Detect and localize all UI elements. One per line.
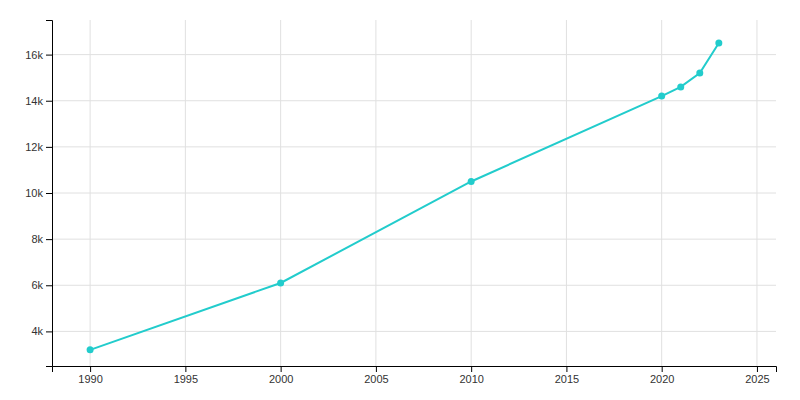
- x-tick-label: 2020: [650, 373, 674, 385]
- y-tick-mark: [46, 101, 52, 102]
- x-tick-mark: [185, 366, 186, 372]
- x-tick: 2000: [269, 366, 293, 385]
- x-tick-mark: [566, 366, 567, 372]
- x-tick: 2005: [364, 366, 388, 385]
- y-tick-mark: [46, 331, 52, 332]
- y-tick-label: 6k: [31, 279, 43, 291]
- data-point: [87, 346, 94, 353]
- grid: [52, 20, 776, 366]
- x-tick-mark: [90, 366, 91, 372]
- data-point: [468, 178, 475, 185]
- chart-svg: 1990 1995 2000 2005 2010 2015 2020 2025 4k 6k 8k 10…: [0, 0, 800, 400]
- grid-line-y: [52, 331, 776, 332]
- x-tick-label: 2025: [745, 373, 769, 385]
- y-tick-mark: [46, 239, 52, 240]
- grid-line-y: [52, 193, 776, 194]
- y-tick: 6k: [31, 279, 52, 291]
- data-line: [90, 43, 719, 350]
- y-tick-mark: [46, 147, 52, 148]
- grid-line-y: [52, 285, 776, 286]
- y-tick-label: 12k: [25, 141, 43, 153]
- y-tick-label: 8k: [31, 233, 43, 245]
- x-tick-label: 2015: [555, 373, 579, 385]
- x-tick-label: 2005: [364, 373, 388, 385]
- chart-container: 1990 1995 2000 2005 2010 2015 2020 2025 4k 6k 8k 10…: [0, 0, 800, 400]
- grid-line-y: [52, 54, 776, 55]
- y-axis: 4k 6k 8k 10k 12k 14k 16k: [25, 21, 52, 367]
- grid-line-y: [52, 146, 776, 147]
- x-tick-mark: [662, 366, 663, 372]
- y-tick: 14k: [25, 95, 52, 107]
- x-tick: 2025: [745, 366, 769, 385]
- x-tick: 2015: [555, 366, 579, 385]
- data-point: [658, 93, 665, 100]
- y-tick-label: 10k: [25, 187, 43, 199]
- y-tick-mark: [46, 55, 52, 56]
- data-point: [677, 83, 684, 90]
- y-tick-label: 14k: [25, 95, 43, 107]
- plot-area: 1990 1995 2000 2005 2010 2015 2020 2025 4k 6k 8k 10…: [25, 20, 776, 385]
- y-tick-label: 4k: [31, 325, 43, 337]
- y-tick: 10k: [25, 187, 52, 199]
- data-point: [696, 70, 703, 77]
- y-tick-label: 16k: [25, 49, 43, 61]
- y-tick: 16k: [25, 49, 52, 61]
- x-tick: 1995: [174, 366, 198, 385]
- x-tick-label: 1990: [78, 373, 102, 385]
- data-point: [277, 279, 284, 286]
- x-tick-mark: [471, 366, 472, 372]
- y-tick-mark: [46, 285, 52, 286]
- x-axis-line: [53, 367, 777, 373]
- x-tick: 2010: [459, 366, 483, 385]
- x-axis: 1990 1995 2000 2005 2010 2015 2020 2025: [53, 366, 777, 385]
- x-tick-label: 1995: [174, 373, 198, 385]
- y-tick: 8k: [31, 233, 52, 245]
- x-tick: 2020: [650, 366, 674, 385]
- marks: [87, 40, 723, 354]
- x-tick-mark: [757, 366, 758, 372]
- x-tick-label: 2010: [459, 373, 483, 385]
- grid-line-y: [52, 100, 776, 101]
- y-axis-line: [46, 21, 53, 367]
- data-point: [715, 40, 722, 47]
- y-tick-mark: [46, 193, 52, 194]
- x-tick-label: 2000: [269, 373, 293, 385]
- x-tick: 1990: [78, 366, 102, 385]
- y-tick: 4k: [31, 325, 52, 337]
- x-tick-mark: [281, 366, 282, 372]
- x-tick-mark: [376, 366, 377, 372]
- y-tick: 12k: [25, 141, 52, 153]
- grid-line-y: [52, 239, 776, 240]
